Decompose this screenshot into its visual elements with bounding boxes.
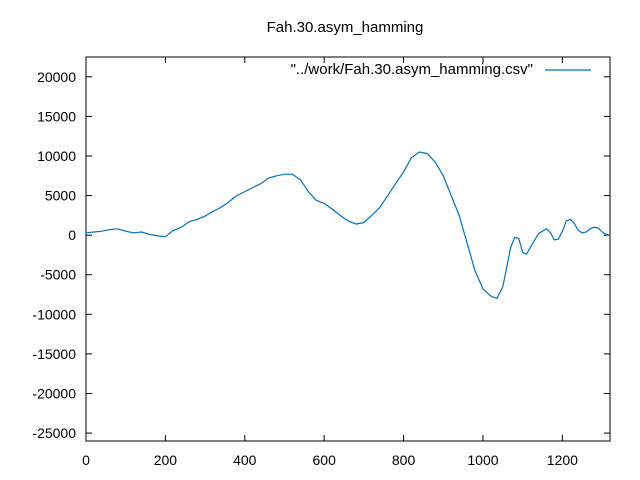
chart-title: Fah.30.asym_hamming	[267, 19, 424, 36]
plot-frame	[85, 56, 611, 442]
y-tick-label: -20000	[32, 385, 76, 401]
legend-entry-label: "../work/Fah.30.asym_hamming.csv"	[291, 61, 533, 78]
x-tick-label: 800	[392, 452, 416, 468]
y-tick-label: 0	[68, 227, 76, 243]
x-tick-label: 1200	[547, 452, 578, 468]
y-tick-label: -5000	[40, 267, 76, 283]
x-tick-label: 400	[233, 452, 257, 468]
x-tick-label: 200	[154, 452, 178, 468]
legend: "../work/Fah.30.asym_hamming.csv"	[291, 61, 591, 78]
x-tick-label: 0	[82, 452, 90, 468]
y-tick-label: 5000	[45, 188, 76, 204]
x-axis: 0 200 400 600 800 1000 1200	[82, 57, 578, 468]
y-axis: -25000 -20000 -15000 -10000 -5000 0 5000 10000 1…	[32, 69, 610, 441]
x-tick-label: 600	[313, 452, 337, 468]
y-tick-label: 20000	[37, 69, 76, 85]
y-tick-label: -15000	[32, 346, 76, 362]
series-line-0	[85, 151, 611, 300]
y-tick-label: 15000	[37, 108, 76, 124]
y-tick-label: -10000	[32, 306, 76, 322]
series-layer	[85, 151, 611, 300]
y-tick-label: 10000	[37, 148, 76, 164]
x-tick-label: 1000	[467, 452, 498, 468]
y-tick-label: -25000	[32, 425, 76, 441]
